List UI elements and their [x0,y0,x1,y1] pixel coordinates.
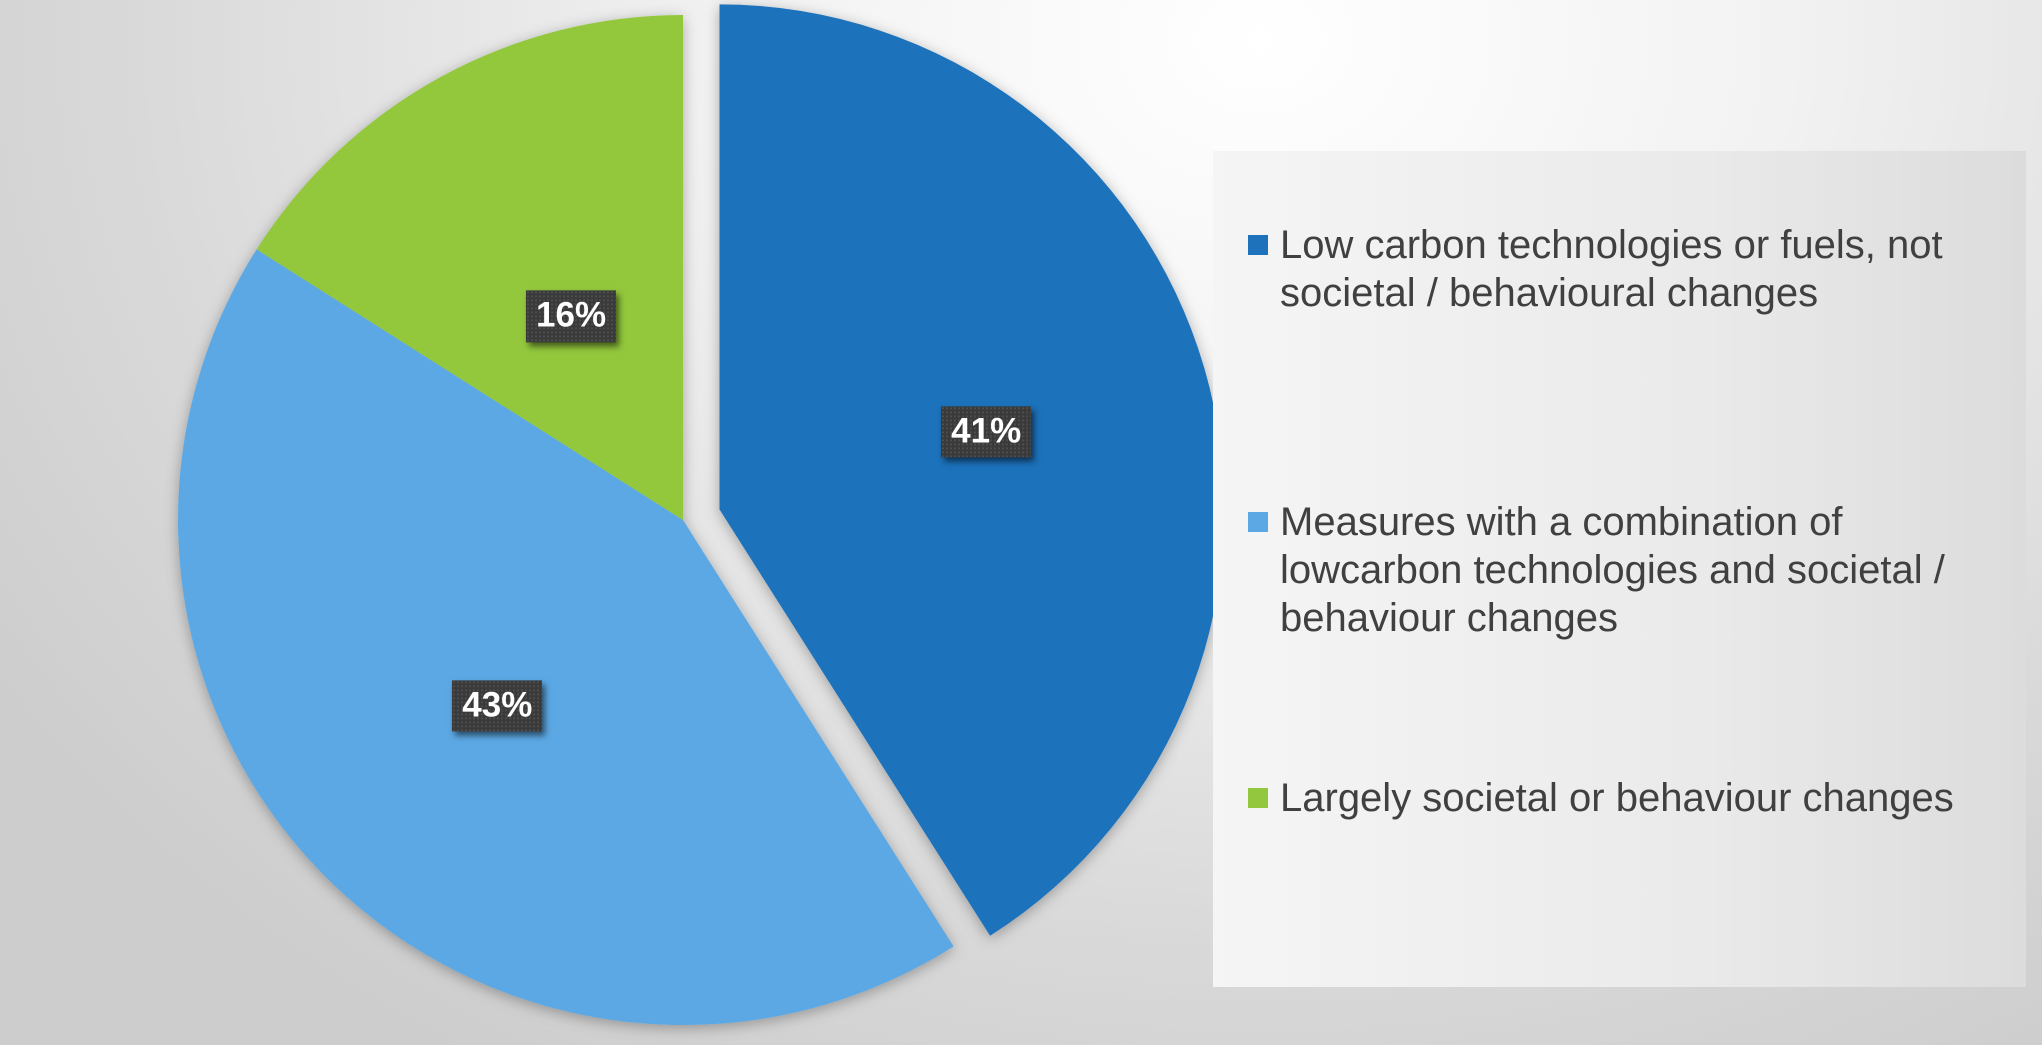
pie-slice [178,249,954,1025]
legend-swatch [1248,788,1268,808]
data-label: 41% [941,406,1032,458]
legend-swatch [1248,512,1268,532]
legend: Low carbon technologies or fuels, not so… [1213,151,2026,987]
legend-label: Largely societal or behaviour changes [1280,776,1954,820]
data-label: 43% [452,680,543,732]
legend-label: Measures with a combination of lowcarbon… [1280,500,1945,640]
legend-label: Low carbon technologies or fuels, not so… [1280,223,1943,315]
pie-slice [719,4,1225,936]
data-label: 16% [526,290,617,343]
pie-slice [256,15,683,520]
legend-swatch [1248,235,1268,255]
